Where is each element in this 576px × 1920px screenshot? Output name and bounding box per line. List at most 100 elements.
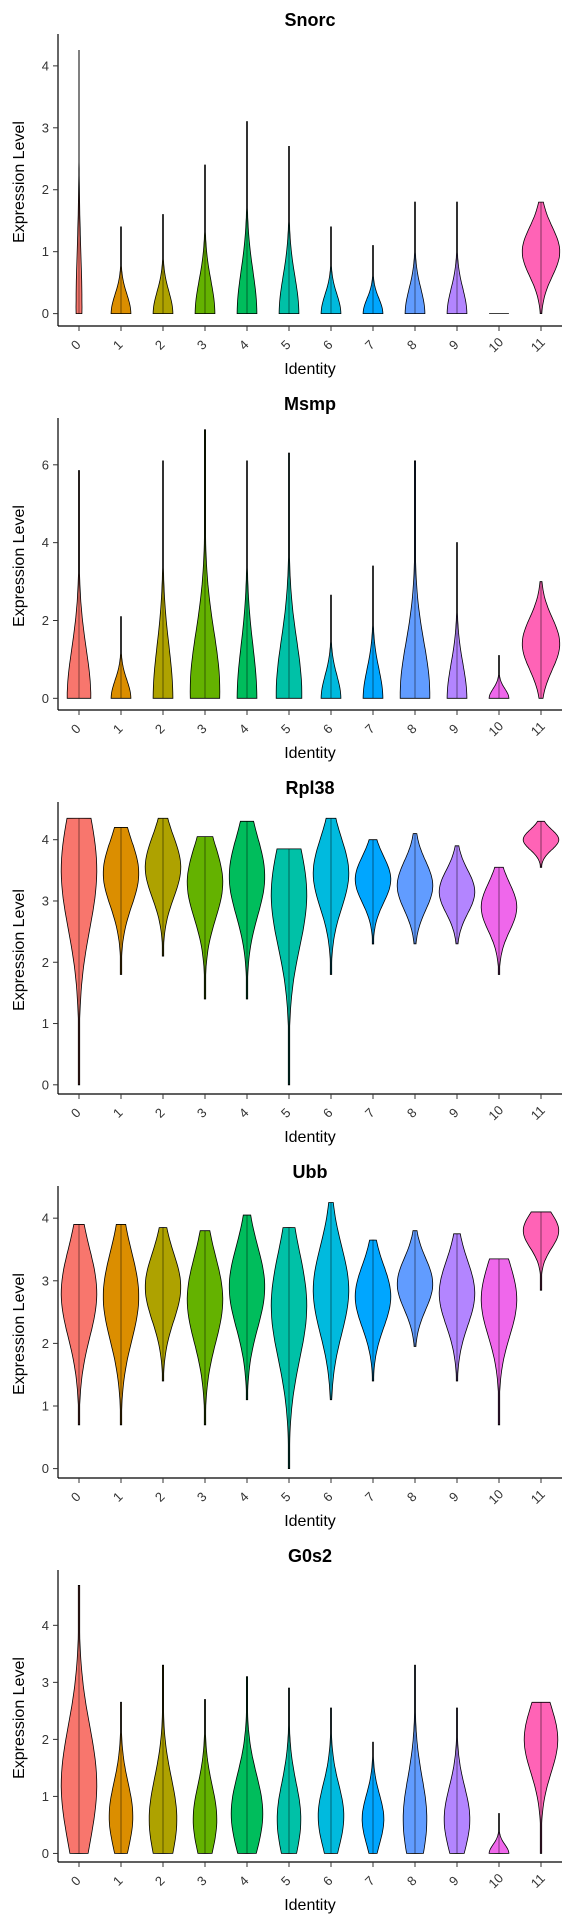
y-axis-title: Expression Level xyxy=(11,1273,28,1395)
x-tick-label: 2 xyxy=(152,337,168,353)
x-tick-label: 5 xyxy=(278,1489,294,1505)
x-tick-label: 1 xyxy=(110,337,126,353)
x-tick-label: 4 xyxy=(236,1873,252,1889)
x-axis-title: Identity xyxy=(284,1129,336,1146)
x-tick-label: 8 xyxy=(404,1105,420,1121)
y-tick-label: 6 xyxy=(42,457,49,472)
y-tick-label: 0 xyxy=(42,691,49,706)
x-tick-label: 8 xyxy=(404,1873,420,1889)
x-tick-label: 4 xyxy=(236,1105,252,1121)
x-tick-label: 0 xyxy=(68,1105,84,1121)
x-tick-label: 10 xyxy=(485,718,506,739)
x-axis-title: Identity xyxy=(284,1513,336,1530)
x-axis-title: Identity xyxy=(284,361,336,378)
y-tick-label: 1 xyxy=(42,1016,49,1031)
chart-title: Msmp xyxy=(284,394,336,414)
x-axis-title: Identity xyxy=(284,1897,336,1914)
x-tick-label: 2 xyxy=(152,1489,168,1505)
x-tick-label: 3 xyxy=(194,337,210,353)
y-axis-title: Expression Level xyxy=(11,121,28,243)
y-tick-label: 0 xyxy=(42,1461,49,1476)
x-tick-label: 1 xyxy=(110,721,126,737)
x-tick-label: 0 xyxy=(68,337,84,353)
x-tick-label: 2 xyxy=(152,1873,168,1889)
x-tick-label: 9 xyxy=(446,337,462,353)
y-tick-label: 4 xyxy=(42,535,49,550)
x-tick-label: 6 xyxy=(320,721,336,737)
x-tick-label: 7 xyxy=(362,1873,378,1889)
x-tick-label: 5 xyxy=(278,337,294,353)
y-tick-label: 1 xyxy=(42,244,49,259)
y-tick-label: 3 xyxy=(42,1273,49,1288)
y-tick-label: 3 xyxy=(42,893,49,908)
chart-title: Ubb xyxy=(293,1162,328,1182)
x-tick-label: 3 xyxy=(194,1873,210,1889)
y-tick-label: 4 xyxy=(42,1211,49,1226)
x-tick-label: 4 xyxy=(236,1489,252,1505)
x-tick-label: 5 xyxy=(278,1105,294,1121)
x-tick-label: 7 xyxy=(362,721,378,737)
y-tick-label: 2 xyxy=(42,613,49,628)
x-tick-label: 9 xyxy=(446,1873,462,1889)
x-tick-label: 7 xyxy=(362,1489,378,1505)
x-tick-label: 1 xyxy=(110,1489,126,1505)
x-tick-label: 9 xyxy=(446,721,462,737)
x-tick-label: 8 xyxy=(404,721,420,737)
x-axis-title: Identity xyxy=(284,745,336,762)
x-tick-label: 11 xyxy=(528,335,548,355)
y-axis-title: Expression Level xyxy=(11,1657,28,1779)
panel-2: Rpl38 0 1 2 3 4 Expression Level Identity 0 1 2 3 4 5… xyxy=(11,778,562,1146)
x-tick-label: 1 xyxy=(110,1873,126,1889)
x-tick-label: 10 xyxy=(485,1486,506,1507)
y-tick-label: 1 xyxy=(42,1789,49,1804)
x-tick-label: 10 xyxy=(485,1102,506,1123)
x-tick-label: 6 xyxy=(320,1489,336,1505)
chart-title: Rpl38 xyxy=(285,778,334,798)
x-tick-label: 1 xyxy=(110,1105,126,1121)
y-tick-label: 4 xyxy=(42,58,49,73)
x-tick-label: 4 xyxy=(236,721,252,737)
y-tick-label: 0 xyxy=(42,306,49,321)
y-tick-label: 2 xyxy=(42,1732,49,1747)
x-tick-label: 8 xyxy=(404,337,420,353)
x-tick-label: 11 xyxy=(528,1103,548,1123)
y-tick-label: 4 xyxy=(42,1618,49,1633)
y-tick-label: 2 xyxy=(42,1336,49,1351)
x-tick-label: 6 xyxy=(320,1105,336,1121)
y-tick-label: 2 xyxy=(42,955,49,970)
panel-1: Msmp 0 2 4 6 Expression Level Identity 0 1 2 3 4 5 6 7… xyxy=(11,394,562,762)
x-tick-label: 10 xyxy=(485,334,506,355)
x-tick-label: 6 xyxy=(320,337,336,353)
x-tick-label: 6 xyxy=(320,1873,336,1889)
x-tick-label: 5 xyxy=(278,721,294,737)
x-tick-label: 4 xyxy=(236,337,252,353)
panel-3: Ubb 0 1 2 3 4 Expression Level Identity 0 1 2 3 4 5 6 7… xyxy=(11,1162,562,1530)
y-tick-label: 0 xyxy=(42,1846,49,1861)
x-tick-label: 2 xyxy=(152,1105,168,1121)
x-tick-label: 11 xyxy=(528,1487,548,1507)
y-tick-label: 4 xyxy=(42,832,49,847)
panel-0: Snorc 0 1 2 3 4 Expression Level Identity 0 1 2 3 4 5… xyxy=(11,10,562,378)
x-tick-label: 0 xyxy=(68,721,84,737)
panel-4: G0s2 0 1 2 3 4 Expression Level Identity 0 1 2 3 4 5 6… xyxy=(11,1546,562,1914)
y-tick-label: 1 xyxy=(42,1399,49,1414)
x-tick-label: 7 xyxy=(362,1105,378,1121)
y-axis-title: Expression Level xyxy=(11,889,28,1011)
chart-title: G0s2 xyxy=(288,1546,332,1566)
x-tick-label: 11 xyxy=(528,719,548,739)
x-tick-label: 3 xyxy=(194,721,210,737)
x-tick-label: 9 xyxy=(446,1489,462,1505)
y-tick-label: 0 xyxy=(42,1077,49,1092)
x-tick-label: 11 xyxy=(528,1871,548,1891)
x-tick-label: 7 xyxy=(362,337,378,353)
x-tick-label: 0 xyxy=(68,1873,84,1889)
x-tick-label: 3 xyxy=(194,1105,210,1121)
x-tick-label: 10 xyxy=(485,1870,506,1891)
x-tick-label: 3 xyxy=(194,1489,210,1505)
x-tick-label: 5 xyxy=(278,1873,294,1889)
x-tick-label: 2 xyxy=(152,721,168,737)
chart-title: Snorc xyxy=(284,10,335,30)
y-axis-title: Expression Level xyxy=(11,505,28,627)
